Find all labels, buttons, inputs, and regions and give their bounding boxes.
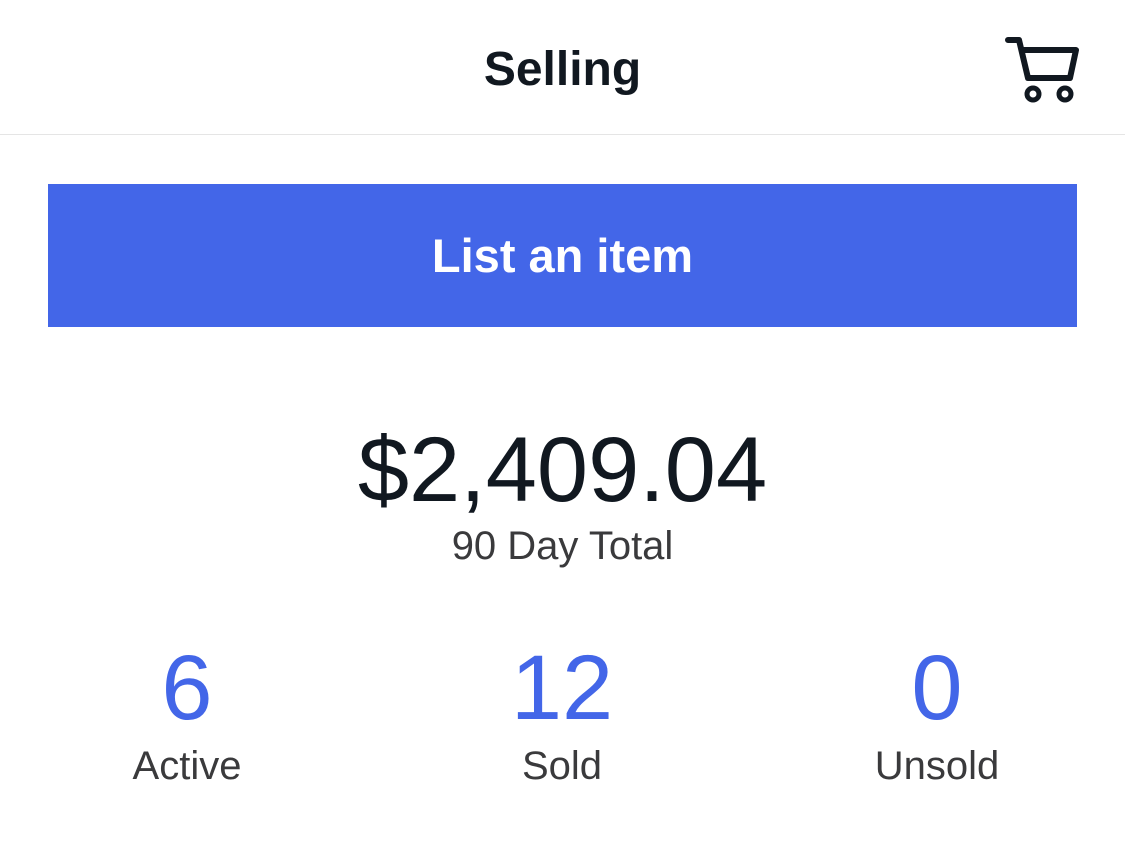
ninety-day-total-label: 90 Day Total	[451, 524, 674, 568]
sold-count: 12	[510, 637, 614, 739]
page-title: Selling	[483, 43, 642, 96]
cart-button[interactable]	[1004, 34, 1080, 106]
unsold-label: Unsold	[874, 744, 1000, 788]
unsold-count: 0	[911, 637, 963, 739]
sold-listings-stat[interactable]: 12 Sold	[402, 640, 722, 796]
sold-label: Sold	[521, 744, 603, 788]
active-count: 6	[161, 637, 213, 739]
active-listings-stat[interactable]: 6 Active	[27, 640, 347, 796]
top-navigation-bar: Selling	[0, 0, 1125, 135]
ninety-day-total-amount: $2,409.04	[357, 419, 768, 521]
list-an-item-button[interactable]: List an item	[48, 184, 1077, 327]
active-label: Active	[132, 744, 242, 788]
shopping-cart-icon	[1005, 37, 1079, 103]
unsold-listings-stat[interactable]: 0 Unsold	[777, 640, 1097, 796]
